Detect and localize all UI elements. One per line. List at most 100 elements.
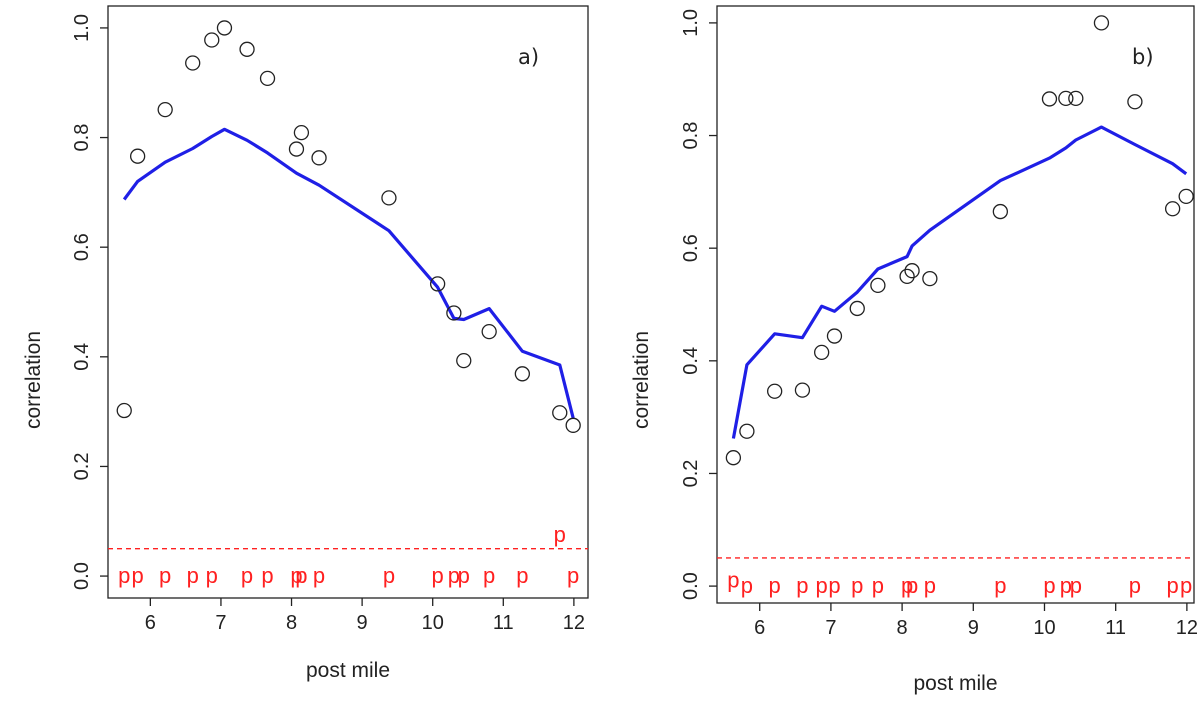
x-tick-label: 8 [286, 612, 297, 634]
data-point [288, 141, 305, 157]
data-point [899, 268, 915, 284]
data-point [1178, 188, 1194, 205]
x-tick-label: 12 [563, 612, 585, 634]
p-marker: p [295, 563, 307, 588]
chart-panel-a: 6 7 8 9 10 11 12 0.0 0.2 0.4 0.6 0.8 1.0 post mile cor… [22, 5, 589, 682]
x-tick-label: 9 [357, 612, 368, 634]
y-tick-label: 0.4 [71, 343, 93, 371]
data-point [794, 382, 811, 398]
data-point [456, 353, 472, 369]
data-point [552, 405, 568, 421]
p-marker: p [448, 563, 460, 588]
data-point [565, 417, 581, 433]
data-point [429, 276, 446, 292]
data-point [814, 344, 830, 361]
p-marker: p [432, 563, 444, 588]
y-tick-label: 0.0 [680, 572, 702, 600]
x-tick-label: 10 [1033, 617, 1055, 639]
p-marker: p [132, 563, 144, 588]
p-marker: p [159, 563, 171, 588]
p-marker: p [554, 522, 566, 547]
y-tick-label: 1.0 [680, 9, 702, 37]
p-marker: p [769, 573, 781, 598]
data-point [446, 305, 462, 321]
panel-label: b) [1132, 45, 1154, 69]
data-point [204, 32, 220, 48]
y-axis-title: correlation [22, 331, 45, 429]
p-marker: p [313, 563, 325, 588]
x-tick-label: 7 [215, 612, 226, 634]
data-point [129, 148, 146, 164]
p-marker: p [483, 563, 495, 588]
y-tick-label: 0.8 [680, 122, 702, 150]
data-point [185, 55, 201, 71]
x-tick-label: 9 [968, 617, 979, 639]
data-point [904, 263, 920, 279]
p-marker: p [994, 573, 1006, 598]
x-tick-label: 8 [897, 617, 908, 639]
x-tick-label: 6 [754, 617, 765, 639]
y-axis-title: correlation [630, 331, 653, 429]
x-tick-label: 11 [1105, 617, 1126, 639]
p-marker: p [1043, 573, 1055, 598]
p-marker: p [851, 573, 863, 598]
fitted-line [731, 125, 1188, 439]
data-point [870, 277, 886, 294]
p-marker: p [206, 563, 218, 588]
data-point [1068, 90, 1084, 107]
p-marker: p [1070, 573, 1082, 598]
p-marker: p [828, 573, 840, 598]
data-point [739, 423, 755, 439]
p-marker: p [741, 573, 753, 598]
x-tick-label: 12 [1176, 617, 1198, 639]
plot-frame [716, 5, 1195, 604]
data-point [116, 402, 132, 419]
data-point [157, 101, 173, 118]
data-point [1058, 90, 1074, 107]
data-point [826, 328, 843, 344]
data-point [311, 150, 327, 166]
p-marker: p [1060, 573, 1072, 598]
p-marker: p [1129, 573, 1141, 598]
data-point [992, 203, 1009, 220]
x-tick-label: 7 [825, 617, 836, 639]
p-marker: p [261, 563, 273, 588]
data-point [293, 124, 310, 141]
p-marker: p [1167, 573, 1179, 598]
x-axis-title: post mile [913, 672, 997, 695]
y-tick-label: 0.8 [71, 124, 93, 152]
data-point [922, 270, 938, 287]
p-marker: p [796, 573, 808, 598]
chart-panel-b: 6 7 8 9 10 11 12 0.0 0.2 0.4 0.6 0.8 1.0 post mile cor… [630, 5, 1198, 695]
p-marker: p [816, 573, 828, 598]
y-tick-label: 0.0 [71, 562, 93, 590]
y-tick-label: 1.0 [71, 14, 93, 42]
data-point [849, 300, 865, 317]
p-marker: p [924, 573, 936, 598]
data-point [514, 366, 531, 382]
x-tick-label: 10 [422, 612, 444, 634]
data-point [1041, 91, 1058, 107]
y-tick-label: 0.6 [680, 234, 702, 262]
y-tick-label: 0.2 [680, 460, 702, 488]
p-marker: p [383, 563, 395, 588]
data-point [1127, 94, 1143, 110]
p-marker: p [118, 563, 130, 588]
panel-label: a) [518, 45, 539, 69]
p-marker: p [241, 563, 253, 588]
data-point [259, 70, 276, 87]
x-tick-label: 11 [493, 612, 514, 634]
data-point [481, 323, 497, 340]
p-marker: p [727, 567, 739, 592]
data-point [1164, 201, 1181, 217]
p-marker: p [872, 573, 884, 598]
fitted-line [122, 127, 575, 419]
p-marker: p [290, 563, 302, 588]
plot-frame [107, 5, 589, 599]
data-point [725, 450, 742, 466]
p-marker: p [1180, 573, 1192, 598]
p-marker: p [516, 563, 528, 588]
p-marker: p [906, 573, 918, 598]
